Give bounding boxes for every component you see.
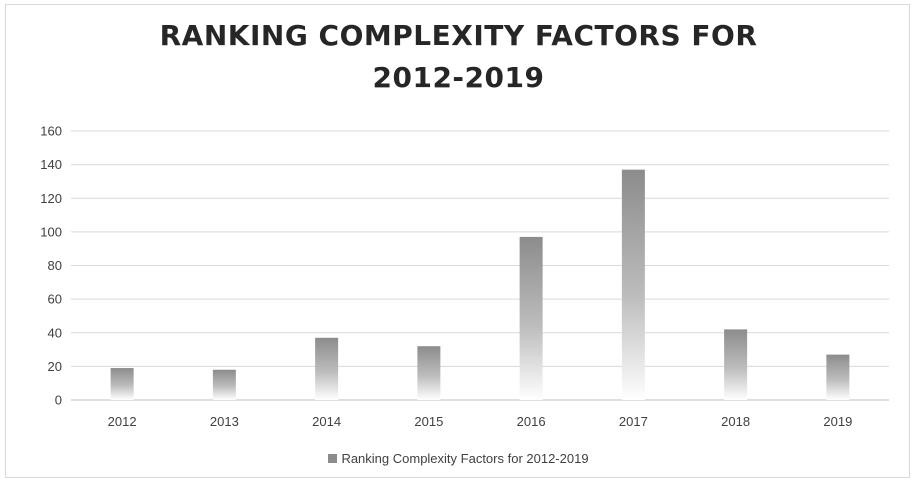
x-tick-label: 2017 <box>619 414 648 429</box>
chart-title-line-2: 2012-2019 <box>372 61 545 94</box>
x-tick-label: 2012 <box>108 414 137 429</box>
bar-2013 <box>212 369 236 400</box>
x-tick-label: 2016 <box>517 414 546 429</box>
y-tick-label: 20 <box>48 359 62 374</box>
bar-2017 <box>621 169 645 400</box>
bar-2012 <box>110 368 134 400</box>
y-axis-ticks: 0 20 40 60 80 100 120 140 160 <box>40 124 62 408</box>
x-tick-label: 2015 <box>414 414 443 429</box>
y-tick-label: 0 <box>55 393 62 408</box>
bars <box>110 169 850 400</box>
y-tick-label: 100 <box>40 224 62 239</box>
legend: Ranking Complexity Factors for 2012-2019 <box>6 451 911 466</box>
x-tick-label: 2013 <box>210 414 239 429</box>
legend-swatch <box>328 454 338 463</box>
x-tick-label: 2019 <box>823 414 852 429</box>
bar-2019 <box>826 354 850 400</box>
y-tick-label: 60 <box>48 292 62 307</box>
bar-2016 <box>519 236 543 400</box>
legend-label: Ranking Complexity Factors for 2012-2019 <box>341 451 589 466</box>
y-tick-label: 160 <box>40 124 62 139</box>
bar-2014 <box>315 337 339 400</box>
y-tick-label: 80 <box>48 258 62 273</box>
grid-lines <box>71 130 889 401</box>
x-tick-label: 2018 <box>721 414 750 429</box>
y-tick-label: 40 <box>48 325 62 340</box>
bar-2015 <box>417 346 441 400</box>
y-tick-label: 140 <box>40 157 62 172</box>
chart-title: RANKING COMPLEXITY FACTORS FOR 2012-2019 <box>6 15 911 99</box>
chart-frame: RANKING COMPLEXITY FACTORS FOR 2012-2019… <box>5 4 910 478</box>
y-tick-label: 120 <box>40 191 62 206</box>
bar-2018 <box>724 329 748 400</box>
x-axis-ticks: 2012 2013 2014 2015 2016 2017 2018 2019 <box>108 414 853 429</box>
x-tick-label: 2014 <box>312 414 341 429</box>
chart-title-line-1: RANKING COMPLEXITY FACTORS FOR <box>159 19 758 52</box>
